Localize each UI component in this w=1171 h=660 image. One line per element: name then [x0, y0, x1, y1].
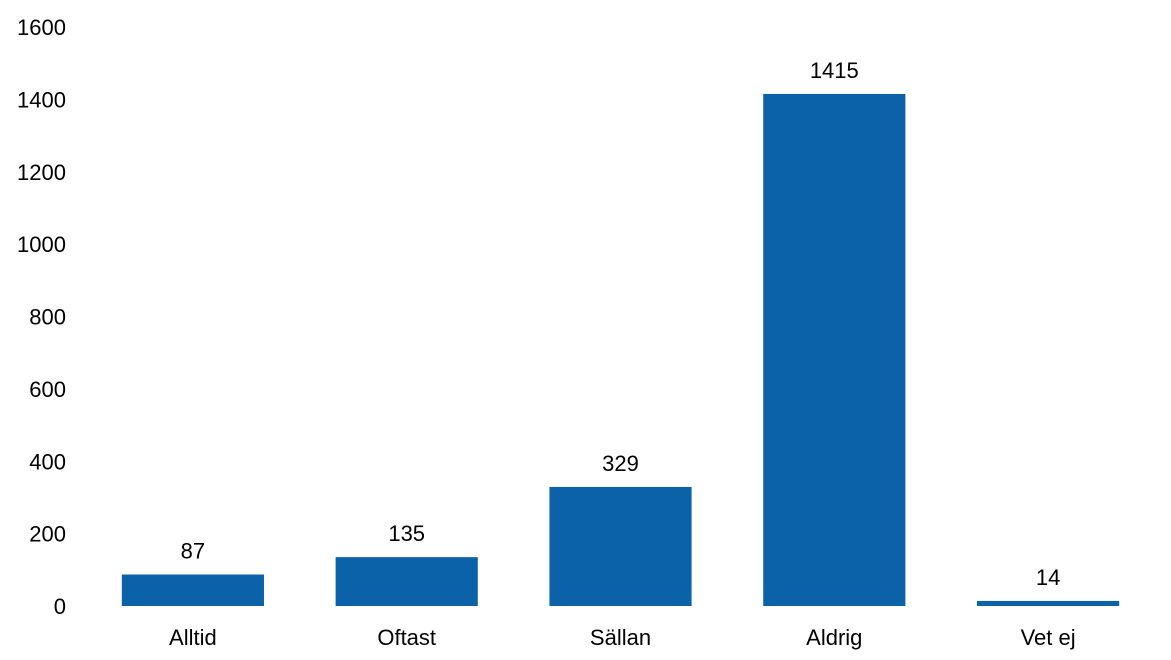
data-labels: 87 135 329 1415 14: [181, 58, 1061, 590]
y-tick-label: 1000: [17, 232, 66, 257]
y-tick-label: 1200: [17, 160, 66, 185]
y-tick-label: 800: [29, 305, 66, 330]
bar: [549, 486, 692, 606]
y-tick-label: 600: [29, 377, 66, 402]
bar: [335, 557, 478, 606]
y-tick-label: 400: [29, 449, 66, 474]
bar-value-label: 135: [388, 521, 425, 546]
x-category-label: Sällan: [590, 625, 651, 650]
x-category-label: Oftast: [377, 625, 436, 650]
x-axis: Alltid Oftast Sällan Aldrig Vet ej: [169, 625, 1076, 650]
bar: [763, 93, 906, 606]
bar: [977, 600, 1120, 606]
y-tick-label: 200: [29, 522, 66, 547]
y-axis: 0 200 400 600 800 1000 1200 1400 1600: [17, 15, 66, 619]
bar-value-label: 14: [1036, 565, 1060, 590]
bar-value-label: 1415: [810, 58, 859, 83]
y-tick-label: 1400: [17, 87, 66, 112]
bars: [121, 93, 1120, 606]
y-tick-label: 0: [54, 594, 66, 619]
x-category-label: Vet ej: [1021, 625, 1076, 650]
y-tick-label: 1600: [17, 15, 66, 40]
x-category-label: Alltid: [169, 625, 217, 650]
bar-value-label: 87: [181, 539, 205, 564]
bar-value-label: 329: [602, 451, 639, 476]
bar: [121, 574, 264, 606]
x-category-label: Aldrig: [806, 625, 862, 650]
